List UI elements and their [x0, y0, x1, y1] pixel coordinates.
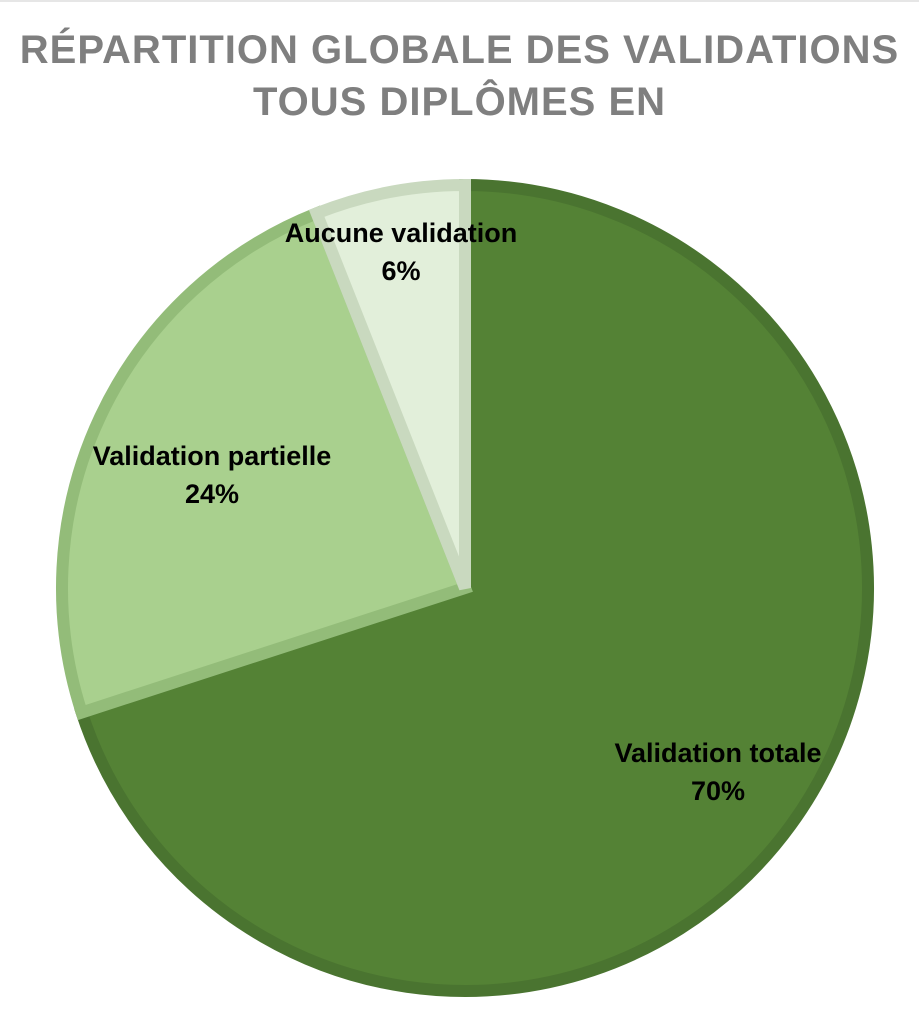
- pie-labels: Validation totale 70% Validation partielle…: [93, 218, 822, 806]
- slice-label-value: 70%: [691, 776, 745, 806]
- slice-label-aucune-validation: Aucune validation 6%: [285, 218, 518, 286]
- slice-label-name: Validation totale: [614, 738, 821, 768]
- pie-slice-validation-totale: [74, 178, 874, 997]
- chart-title-line-1: RÉPARTITION GLOBALE DES VALIDATIONS: [19, 28, 900, 72]
- slice-label-value: 24%: [185, 479, 239, 509]
- pie-slices: [56, 178, 874, 997]
- slice-label-value: 6%: [381, 256, 420, 286]
- chart-title: RÉPARTITION GLOBALE DES VALIDATIONS TOUS…: [0, 24, 919, 128]
- slice-label-validation-totale: Validation totale 70%: [614, 738, 821, 806]
- top-divider: [0, 0, 919, 2]
- slice-label-name: Aucune validation: [285, 218, 518, 248]
- slice-label-validation-partielle: Validation partielle 24%: [93, 441, 332, 509]
- pie-slice-aucune-validation: [308, 178, 471, 591]
- slice-label-name: Validation partielle: [93, 441, 332, 471]
- chart-title-line-2: TOUS DIPLÔMES EN: [252, 80, 667, 124]
